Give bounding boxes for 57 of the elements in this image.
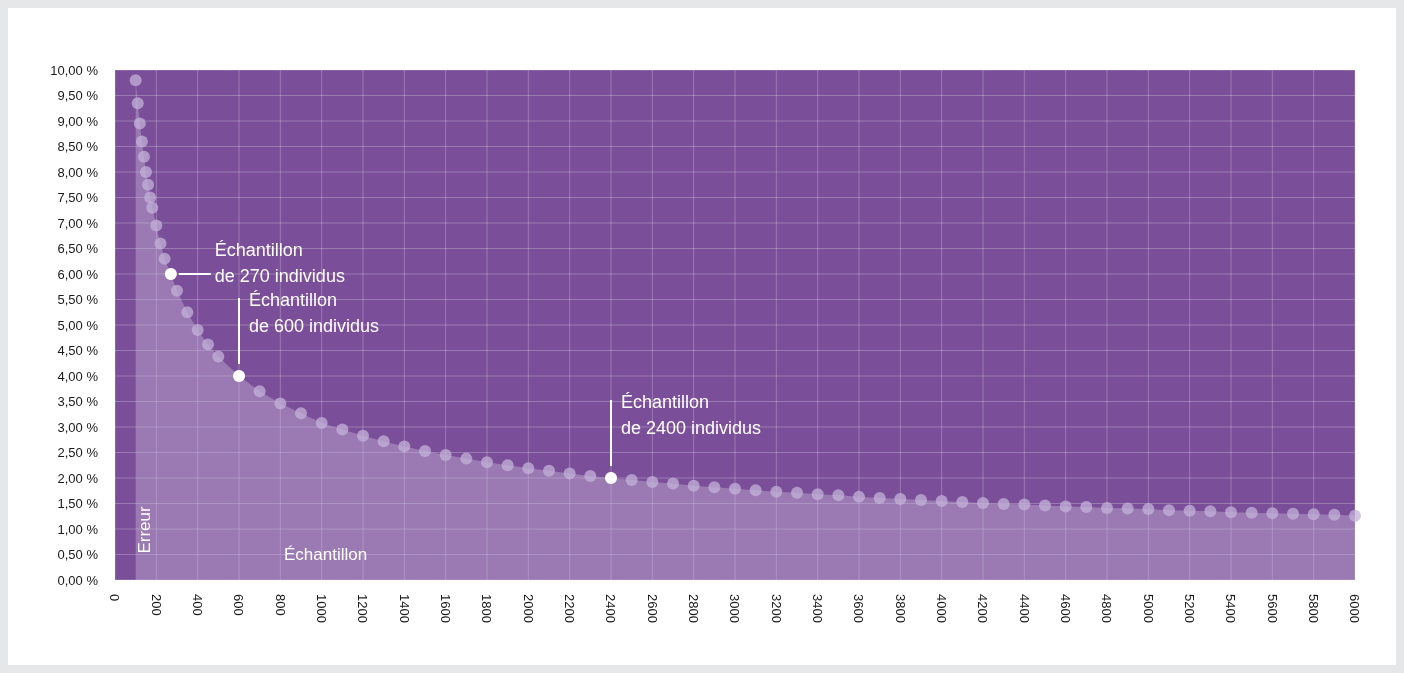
x-tick-label: 5000: [1140, 594, 1156, 623]
x-tick-label: 1200: [355, 594, 371, 623]
x-tick-label: 4000: [934, 594, 950, 623]
x-tick-label: 5400: [1223, 594, 1239, 623]
y-tick-label: 9,50 %: [57, 88, 99, 104]
y-axis-title: Erreur: [135, 506, 154, 554]
x-tick-label: 3800: [892, 594, 908, 623]
annotation: Échantillon de 2400 individus: [621, 392, 762, 438]
y-tick-label: 6,50 %: [57, 241, 99, 257]
y-tick-label: 10,00 %: [50, 62, 99, 78]
x-tick-label: 0: [107, 594, 123, 602]
y-tick-label: 4,00 %: [57, 368, 99, 384]
x-axis-title: Échantillon: [284, 545, 368, 564]
y-tick-label: 1,50 %: [57, 496, 99, 512]
y-tick-label: 1,00 %: [57, 521, 99, 537]
x-tick-label: 5600: [1264, 594, 1280, 623]
annotation: Échantillon de 270 individus: [214, 240, 345, 286]
x-tick-label: 400: [190, 594, 206, 616]
y-tick-label: 6,00 %: [57, 266, 99, 282]
annotation: Échantillon de 600 individus: [249, 290, 380, 336]
y-tick-label: 0,50 %: [57, 547, 99, 563]
x-tick-label: 4400: [1016, 594, 1032, 623]
x-tick-label: 2000: [520, 594, 536, 623]
y-tick-label: 5,50 %: [57, 292, 99, 308]
x-tick-label: 4600: [1058, 594, 1074, 623]
x-tick-label: 600: [231, 594, 247, 616]
y-tick-label: 8,50 %: [57, 139, 99, 155]
x-tick-label: 200: [148, 594, 164, 616]
y-tick-label: 3,50 %: [57, 394, 99, 410]
x-tick-label: 4800: [1099, 594, 1115, 623]
y-tick-label: 5,00 %: [57, 317, 99, 333]
x-tick-label: 3600: [851, 594, 867, 623]
y-tick-label: 8,00 %: [57, 164, 99, 180]
y-tick-label: 3,00 %: [57, 419, 99, 435]
x-tick-label: 5800: [1306, 594, 1322, 623]
x-tick-label: 1800: [479, 594, 495, 623]
y-tick-label: 9,00 %: [57, 113, 99, 129]
x-tick-label: 3400: [810, 594, 826, 623]
x-tick-label: 2200: [562, 594, 578, 623]
x-tick-label: 4200: [975, 594, 991, 623]
x-tick-label: 1400: [396, 594, 412, 623]
x-tick-label: 800: [272, 594, 288, 616]
x-tick-label: 1600: [438, 594, 454, 623]
x-tick-label: 6000: [1347, 594, 1363, 623]
x-tick-label: 3200: [768, 594, 784, 623]
y-tick-label: 7,00 %: [57, 215, 99, 231]
y-tick-label: 0,00 %: [57, 572, 99, 588]
x-tick-label: 2400: [603, 594, 619, 623]
y-tick-label: 7,50 %: [57, 190, 99, 206]
y-tick-label: 4,50 %: [57, 343, 99, 359]
x-tick-label: 2800: [686, 594, 702, 623]
x-tick-label: 1000: [314, 594, 330, 623]
x-tick-label: 2600: [644, 594, 660, 623]
y-tick-label: 2,50 %: [57, 445, 99, 461]
x-tick-label: 5200: [1182, 594, 1198, 623]
y-tick-label: 2,00 %: [57, 470, 99, 486]
x-tick-label: 3000: [727, 594, 743, 623]
